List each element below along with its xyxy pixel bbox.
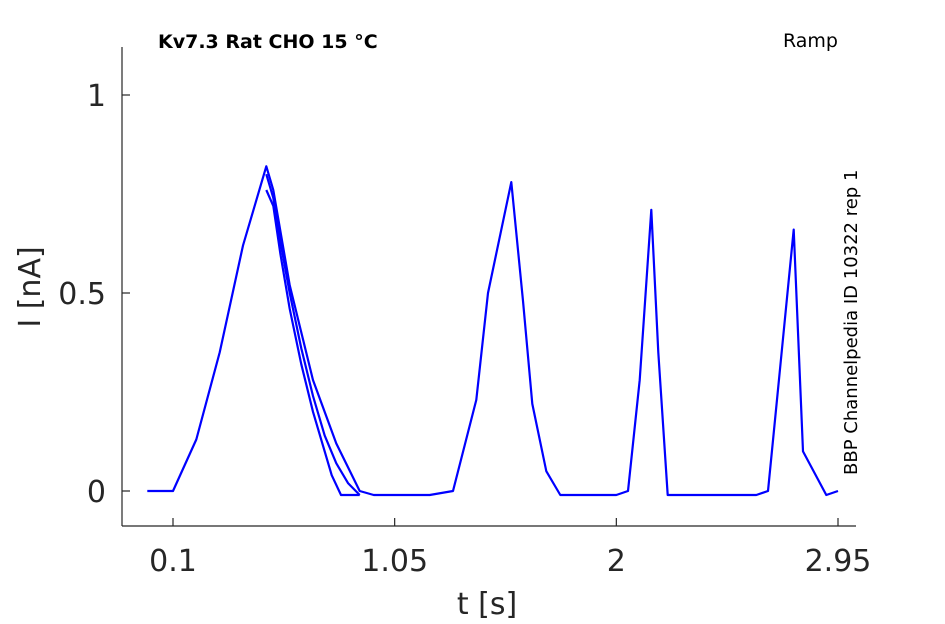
x-tick-label: 0.1 bbox=[149, 544, 197, 579]
x-tick-label: 2.95 bbox=[805, 544, 872, 579]
y-tick-label: 0 bbox=[87, 475, 106, 510]
ticks: 0.1 1.05 2 2.95 0 0.5 1 bbox=[58, 79, 871, 579]
x-axis-label: t [s] bbox=[457, 587, 517, 622]
x-tick-label: 1.05 bbox=[361, 544, 428, 579]
y-tick-label: 1 bbox=[87, 79, 106, 114]
y-axis-label: I [nA] bbox=[13, 246, 48, 327]
chart-title: Kv7.3 Rat CHO 15 °C bbox=[158, 31, 378, 53]
axes bbox=[121, 47, 856, 527]
side-label: BBP Channelpedia ID 10322 rep 1 bbox=[841, 170, 862, 475]
protocol-label: Ramp bbox=[783, 30, 838, 52]
plot-area bbox=[147, 165, 839, 497]
y-tick-label: 0.5 bbox=[58, 277, 106, 312]
series-line-2 bbox=[265, 189, 360, 497]
series-line-3 bbox=[265, 173, 361, 496]
x-tick-label: 2 bbox=[607, 544, 626, 579]
series-line-1 bbox=[147, 165, 839, 497]
